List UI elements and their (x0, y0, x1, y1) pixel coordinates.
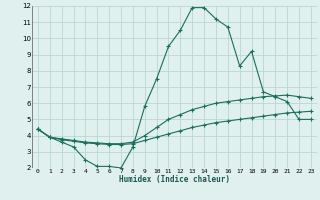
X-axis label: Humidex (Indice chaleur): Humidex (Indice chaleur) (119, 175, 230, 184)
